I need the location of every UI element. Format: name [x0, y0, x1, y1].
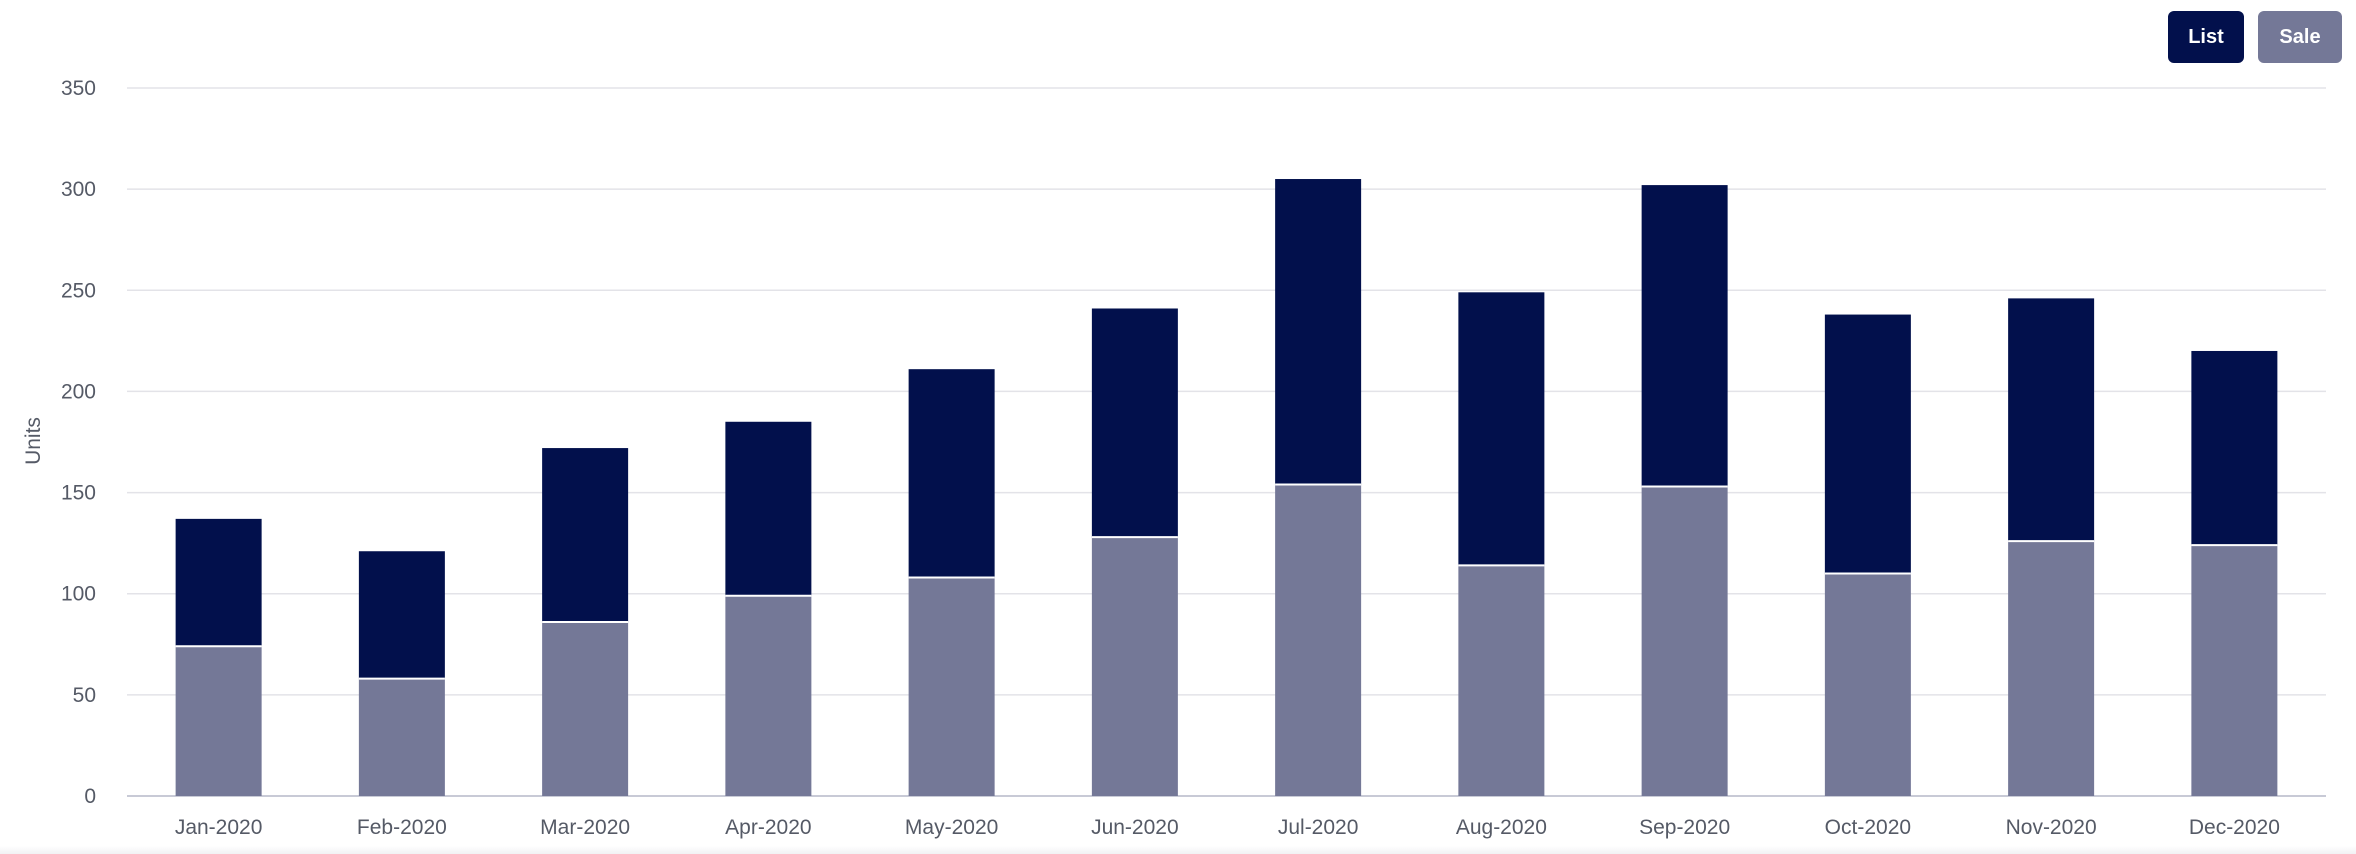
y-tick-label: 200 [61, 380, 96, 403]
grid-lines [127, 87, 2326, 797]
legend-sale-button[interactable]: Sale [2258, 11, 2342, 63]
bar-list[interactable] [1091, 308, 1178, 538]
x-tick-label: Nov-2020 [2006, 816, 2097, 839]
x-tick-label: Mar-2020 [540, 816, 630, 839]
x-tick-label: May-2020 [905, 816, 998, 839]
bar-sale[interactable] [1275, 484, 1362, 796]
bar-sale[interactable] [358, 678, 445, 796]
bar-sale[interactable] [542, 622, 629, 796]
bar-list[interactable] [1458, 292, 1545, 566]
x-tick-label: Aug-2020 [1456, 816, 1547, 839]
bar-sale[interactable] [908, 577, 995, 796]
bars [175, 179, 2278, 796]
x-tick-label: Feb-2020 [357, 816, 447, 839]
footer-shade [0, 846, 2356, 854]
bar-list[interactable] [2191, 350, 2278, 546]
x-tick-label: Apr-2020 [725, 816, 811, 839]
y-tick-label: 150 [61, 482, 96, 505]
y-tick-label: 100 [61, 583, 96, 606]
y-tick-label: 300 [61, 178, 96, 201]
bar-sale[interactable] [1091, 537, 1178, 796]
x-tick-label: Jan-2020 [175, 816, 263, 839]
bar-list[interactable] [542, 448, 629, 623]
bar-list[interactable] [1824, 314, 1911, 574]
x-tick-label: Jun-2020 [1091, 816, 1179, 839]
bar-list[interactable] [908, 369, 995, 578]
bar-sale[interactable] [1458, 565, 1545, 796]
legend: List Sale [2168, 11, 2342, 63]
x-tick-label: Oct-2020 [1825, 816, 1911, 839]
x-tick-label: Jul-2020 [1278, 816, 1359, 839]
y-axis-label: Units [22, 417, 45, 465]
bar-sale[interactable] [1824, 573, 1911, 796]
bar-list[interactable] [2008, 298, 2095, 542]
y-tick-label: 50 [73, 684, 96, 707]
bar-sale[interactable] [2191, 545, 2278, 796]
y-tick-label: 0 [84, 785, 96, 808]
bar-list[interactable] [725, 421, 812, 596]
bar-list[interactable] [175, 518, 262, 647]
bar-sale[interactable] [725, 595, 812, 796]
bar-sale[interactable] [2008, 541, 2095, 796]
y-tick-label: 250 [61, 279, 96, 302]
x-tick-label: Dec-2020 [2189, 816, 2280, 839]
bar-list[interactable] [358, 551, 445, 679]
y-tick-label: 350 [61, 77, 96, 100]
bar-list[interactable] [1275, 179, 1362, 485]
legend-list-button[interactable]: List [2168, 11, 2244, 63]
bar-list[interactable] [1641, 185, 1728, 487]
bar-sale[interactable] [1641, 486, 1728, 796]
x-tick-label: Sep-2020 [1639, 816, 1730, 839]
x-axis-ticks: Jan-2020 Feb-2020 Mar-2020 Apr-2020 May-2020… [175, 816, 2280, 839]
y-axis-ticks: 0 50 100 150 200 250 300 350 [61, 77, 96, 808]
bar-sale[interactable] [175, 646, 262, 796]
